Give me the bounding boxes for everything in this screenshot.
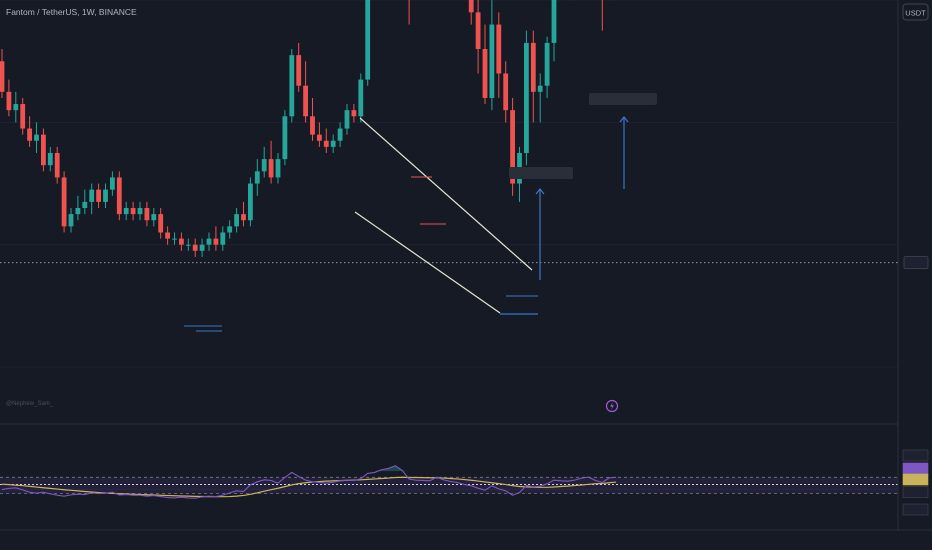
price-axis[interactable] <box>897 0 929 530</box>
candle-down <box>165 232 170 239</box>
candle-up <box>282 116 288 160</box>
candle-down <box>351 110 357 117</box>
candle-up <box>68 214 74 227</box>
candle-down <box>482 49 488 98</box>
candle-down <box>41 134 46 166</box>
candle-down <box>61 177 67 227</box>
candle-up <box>544 42 550 86</box>
candle-up <box>103 189 108 202</box>
candle-up <box>185 244 191 246</box>
candle-up <box>123 208 129 215</box>
rsi-plot <box>0 465 898 499</box>
candle-up <box>82 201 88 209</box>
candle-down <box>303 85 308 117</box>
candle-up <box>47 152 53 166</box>
rsi-band <box>0 477 898 494</box>
measure-label-1-box <box>509 167 573 179</box>
candle-up <box>537 85 543 92</box>
measure-label-2-box <box>589 93 657 105</box>
measure-arrow-1-head <box>535 188 545 195</box>
candle-up <box>199 244 205 251</box>
candle-up <box>261 159 267 172</box>
rsi-line <box>1 465 617 499</box>
candle-up <box>34 134 39 141</box>
candle-up <box>365 0 371 80</box>
candle-up <box>330 140 336 147</box>
low-value-tag <box>903 256 929 270</box>
rsi-value-tag <box>902 503 929 516</box>
candle-down <box>496 24 502 74</box>
candle-up <box>227 226 233 233</box>
candle-down <box>192 244 198 251</box>
candle-down <box>241 214 246 221</box>
price-grid <box>0 0 898 490</box>
rsi-value-tag <box>902 473 929 486</box>
candle-up <box>358 79 364 117</box>
candle-down <box>130 208 136 215</box>
candle-up <box>172 238 177 240</box>
candle-down <box>116 177 122 215</box>
candle-up <box>337 128 343 141</box>
candle-down <box>317 134 322 141</box>
candle-down <box>296 55 302 86</box>
candle-down <box>510 110 515 184</box>
wedge-lower-line <box>354 211 501 314</box>
candle-up <box>206 238 212 245</box>
candle-down <box>310 116 315 135</box>
candle-up <box>13 104 19 111</box>
candle-down <box>0 61 5 92</box>
candle-up <box>110 177 115 190</box>
rsi-value-tag <box>902 486 929 498</box>
pattern-drawings <box>184 93 657 332</box>
candle-down <box>27 128 32 141</box>
candles <box>0 0 610 257</box>
candle-up <box>137 208 143 215</box>
price-pane <box>0 0 898 490</box>
candle-up <box>344 110 350 129</box>
candle-up <box>551 0 557 43</box>
rsi-pane <box>0 465 898 499</box>
candle-down <box>6 91 12 111</box>
candle-down <box>503 73 509 111</box>
candle-up <box>254 171 260 184</box>
candle-up <box>289 55 295 117</box>
candle-up <box>89 189 95 202</box>
lightning-icon[interactable] <box>605 399 619 413</box>
candle-down <box>213 238 219 245</box>
lightning-icon-bolt <box>610 402 614 410</box>
reference-lines <box>0 262 898 264</box>
candle-down <box>323 140 329 147</box>
price-axis-labels <box>902 256 929 516</box>
candle-down <box>158 214 164 233</box>
candle-down <box>54 152 60 178</box>
candle-up <box>234 214 239 227</box>
candle-down <box>475 12 481 50</box>
wedge-upper-line <box>359 117 533 271</box>
rsi-value-tag <box>902 462 929 475</box>
candle-up <box>275 159 281 178</box>
candle-down <box>20 104 26 129</box>
lightning-icon-ring <box>605 399 619 413</box>
currency-button[interactable]: USDT <box>902 3 929 21</box>
candle-down <box>144 208 150 221</box>
candle-up <box>489 24 495 98</box>
currency-button-frame <box>902 3 929 21</box>
candle-up <box>248 183 253 221</box>
chart-header-title: Fantom / TetherUS, 1W, BINANCE <box>6 7 137 17</box>
watermark: @Nephew_Sam_ <box>6 401 54 407</box>
candle-down <box>96 189 101 202</box>
candle-down <box>468 0 474 13</box>
candle-down <box>268 159 274 178</box>
candle-down <box>530 42 536 92</box>
rsi-value-tag <box>902 449 929 462</box>
currency-label: USDT <box>905 9 926 18</box>
candle-up <box>220 232 226 245</box>
candle-up <box>151 214 157 221</box>
measure-arrow-2-head <box>619 116 629 123</box>
candle-up <box>75 208 81 215</box>
candle-down <box>179 238 184 245</box>
candle-up <box>524 42 529 153</box>
